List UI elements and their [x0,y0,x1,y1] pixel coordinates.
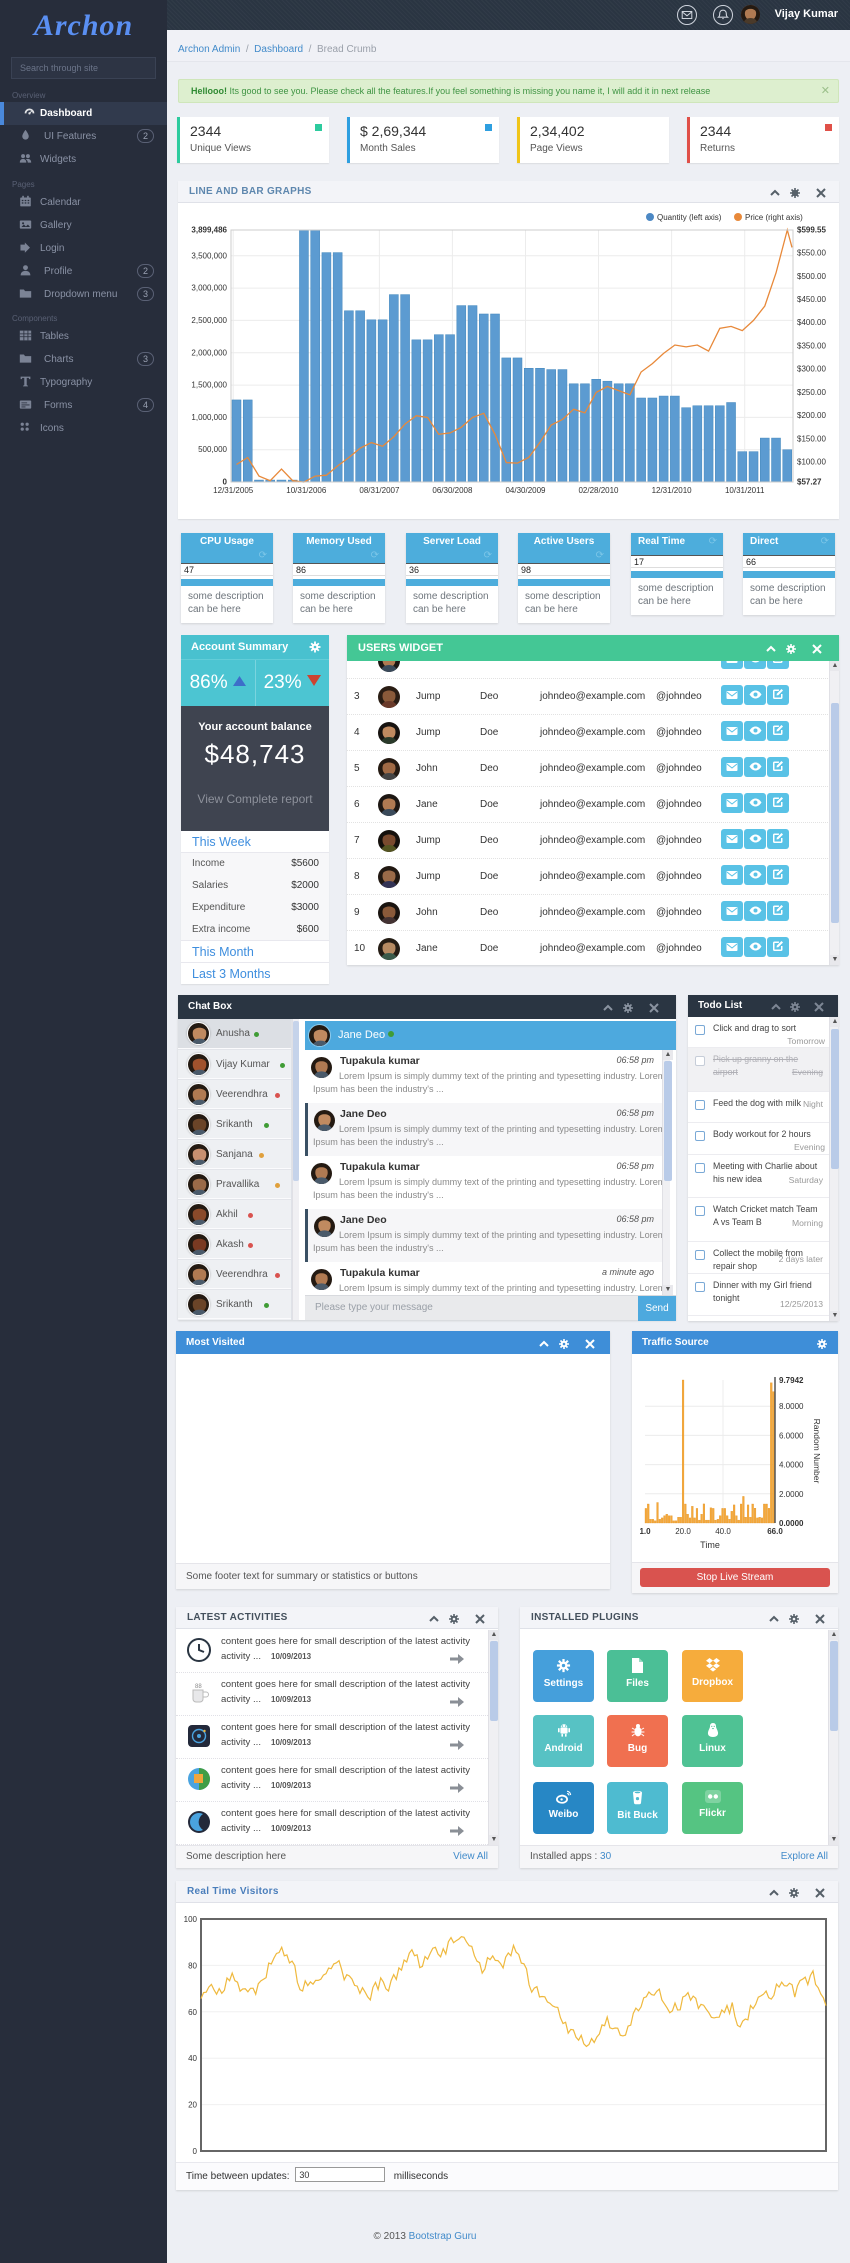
svg-text:02/28/2010: 02/28/2010 [578,486,619,495]
svg-text:2.0000: 2.0000 [779,1490,804,1499]
svg-text:Random Number: Random Number [812,1419,822,1484]
svg-text:8.0000: 8.0000 [779,1402,804,1411]
svg-text:$150.00: $150.00 [797,434,826,443]
svg-text:$200.00: $200.00 [797,411,826,420]
svg-text:10/31/2006: 10/31/2006 [286,486,327,495]
svg-text:60: 60 [188,2008,197,2017]
svg-text:3,000,000: 3,000,000 [191,284,227,293]
svg-text:100: 100 [184,1915,198,1924]
svg-text:6.0000: 6.0000 [779,1431,804,1440]
svg-text:$350.00: $350.00 [797,342,826,351]
svg-text:$300.00: $300.00 [797,365,826,374]
svg-text:0: 0 [223,478,228,487]
svg-text:$550.00: $550.00 [797,249,826,258]
svg-text:2,500,000: 2,500,000 [191,316,227,325]
svg-text:$100.00: $100.00 [797,458,826,467]
svg-text:Time: Time [700,1540,720,1550]
svg-text:08/31/2007: 08/31/2007 [359,486,400,495]
svg-text:$57.27: $57.27 [797,478,822,487]
svg-text:20: 20 [188,2101,197,2110]
svg-text:12/31/2010: 12/31/2010 [652,486,693,495]
svg-text:20.0: 20.0 [675,1527,691,1536]
svg-text:1.0: 1.0 [639,1527,651,1536]
svg-text:Quantity (left axis): Quantity (left axis) [657,213,722,222]
svg-text:06/30/2008: 06/30/2008 [432,486,473,495]
svg-text:$450.00: $450.00 [797,295,826,304]
svg-text:40.0: 40.0 [715,1527,731,1536]
svg-text:4.0000: 4.0000 [779,1461,804,1470]
svg-text:66.0: 66.0 [767,1527,783,1536]
svg-text:$250.00: $250.00 [797,388,826,397]
svg-text:$500.00: $500.00 [797,272,826,281]
svg-text:3,500,000: 3,500,000 [191,251,227,260]
svg-text:80: 80 [188,1961,197,1970]
svg-text:$599.55: $599.55 [797,226,826,235]
svg-text:1,000,000: 1,000,000 [191,413,227,422]
svg-text:12/31/2005: 12/31/2005 [213,486,254,495]
svg-text:10/31/2011: 10/31/2011 [725,486,765,495]
svg-text:88: 88 [195,1684,202,1690]
svg-text:$400.00: $400.00 [797,318,826,327]
svg-text:500,000: 500,000 [198,445,227,454]
svg-text:1,500,000: 1,500,000 [191,381,227,390]
svg-text:0: 0 [193,2147,198,2156]
svg-text:40: 40 [188,2054,197,2063]
svg-text:0.0000: 0.0000 [779,1519,804,1528]
svg-text:2,000,000: 2,000,000 [191,348,227,357]
svg-text:04/30/2009: 04/30/2009 [505,486,546,495]
svg-text:3,899,486: 3,899,486 [191,226,227,235]
svg-text:Price (right axis): Price (right axis) [745,213,803,222]
svg-text:9.7942: 9.7942 [779,1376,804,1385]
